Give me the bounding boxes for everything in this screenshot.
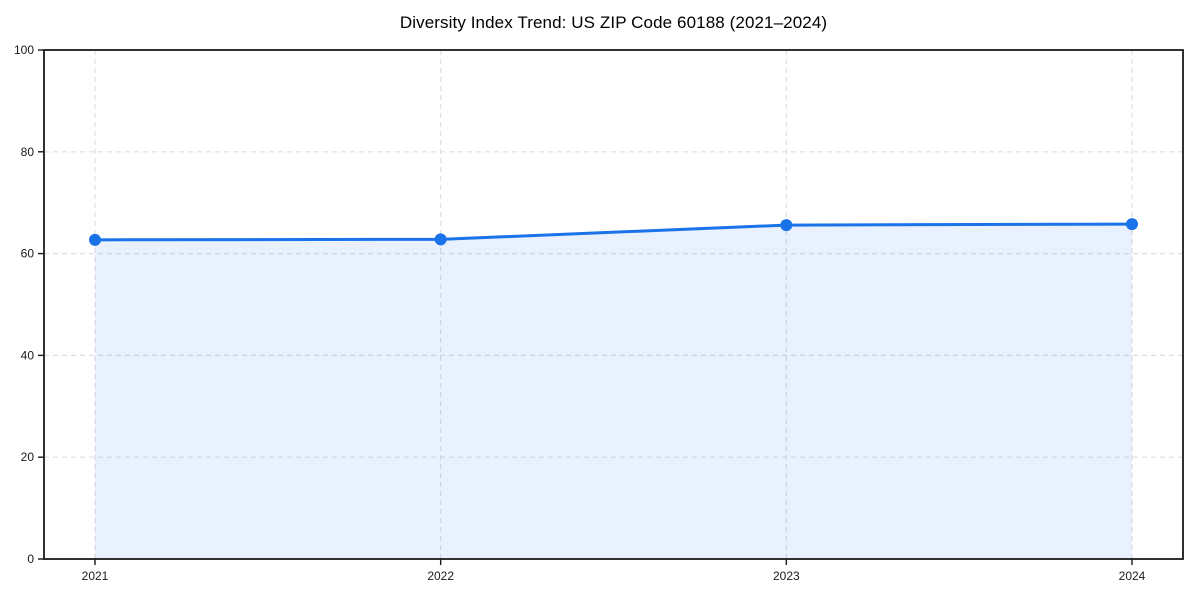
y-tick-label: 60 bbox=[21, 247, 35, 261]
data-point bbox=[89, 233, 101, 246]
area-fill bbox=[95, 224, 1132, 559]
data-point bbox=[434, 233, 447, 246]
x-tick-label: 2024 bbox=[1119, 569, 1146, 583]
y-tick-label: 40 bbox=[21, 348, 35, 362]
x-tick-label: 2022 bbox=[427, 569, 454, 583]
x-tick-label: 2021 bbox=[82, 569, 109, 583]
y-tick-label: 80 bbox=[21, 145, 35, 159]
chart-title: Diversity Index Trend: US ZIP Code 60188… bbox=[399, 13, 828, 32]
plot-border bbox=[43, 49, 1184, 560]
trend-line bbox=[93, 222, 1134, 242]
y-tick-label: 20 bbox=[21, 450, 35, 464]
y-tick-label: 100 bbox=[14, 43, 34, 57]
data-point bbox=[780, 219, 793, 232]
y-tick-label: 0 bbox=[27, 552, 34, 566]
x-tick-label: 2023 bbox=[773, 569, 800, 583]
data-point bbox=[1126, 218, 1138, 231]
